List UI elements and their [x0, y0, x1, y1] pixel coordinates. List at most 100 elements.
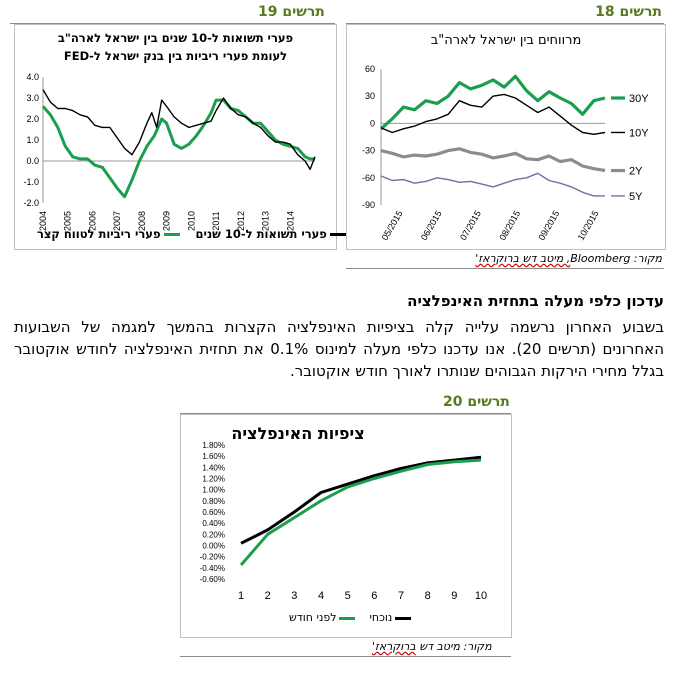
chart20-xtick: 7: [398, 590, 404, 602]
chart18-xtick: 07/2015: [458, 209, 483, 242]
source-bottom-underlined: ברוקראז': [372, 640, 416, 653]
chart19-title-line2: לעומת פערי ריביות בין בנק ישראל ל-FED: [63, 49, 288, 63]
chart19-series-short-rate-gap: [41, 98, 315, 199]
chart20-legend-green-label: לפני חודש: [289, 611, 337, 624]
chart19-ytick: -2.0: [23, 198, 39, 208]
chart19-xtick: 2005: [63, 211, 73, 231]
chart19-legend-black-swatch: [329, 233, 346, 236]
chart18-plot: 60 30 0 -30 -60 -90 05/2015 06/2015 07/2015 08/20…: [362, 64, 649, 242]
article-body: בשבוע האחרון נרשמה עלייה קלה בציפיות האי…: [14, 318, 664, 380]
chart18-panel: מרווחים בין ישראל לארה"ב 60 30 0 -30 -60 -90 0…: [346, 24, 666, 250]
chart20-ytick: 0.00%: [202, 542, 225, 551]
chart19-xtick: 2007: [112, 211, 122, 231]
chart20-number-label: תרשים 20: [443, 394, 510, 410]
chart20-legend-green-swatch: [339, 616, 356, 620]
chart18-xtick: 06/2015: [419, 209, 444, 242]
chart20-xtick: 5: [345, 590, 351, 602]
source-top-prefix: מקור:: [630, 252, 662, 265]
chart19-xtick: 2004: [38, 211, 48, 231]
chart18-series-10y-legend-label: 10Y: [629, 127, 649, 139]
chart18-ytick: 0: [370, 118, 375, 128]
chart20-series-month-ago: [239, 458, 482, 566]
article-heading: עדכון כלפי מעלה בתחזית האינפלציה: [407, 292, 664, 310]
chart19-legend-green-swatch: [163, 233, 180, 236]
chart20-xtick: 10: [475, 590, 487, 602]
chart18-ytick: 60: [365, 64, 375, 74]
chart20-panel: ציפיות האינפלציה 1.80% 1.60% 1.40% 1.20% 1.0…: [180, 414, 512, 638]
chart20-xtick: 1: [238, 590, 244, 602]
source-top-rest: , מיטב דש ברוקראז': [475, 252, 571, 265]
chart18-series-5y: [380, 172, 605, 197]
chart19-xtick: 2011: [211, 211, 221, 230]
chart20-legend: נוכחי לפני חודש: [289, 611, 412, 624]
chart18-series-30y-legend-label: 30Y: [629, 93, 649, 105]
chart19-title-line1: פערי תשואות ל-10 שנים בין ישראל לארה"ב: [57, 31, 294, 45]
chart18-xtick: 08/2015: [497, 209, 522, 242]
chart19-rule: [10, 23, 335, 24]
chart18-series-2y-legend-label: 2Y: [629, 166, 643, 178]
chart18-number-label: תרשים 18: [595, 4, 662, 20]
chart18-ytick: -90: [362, 200, 375, 210]
chart19-xtick: 2012: [236, 211, 246, 231]
chart20-xtick: 9: [451, 590, 457, 602]
chart20-xtick: 6: [371, 590, 377, 602]
chart19-panel: פערי תשואות ל-10 שנים בין ישראל לארה"ב ל…: [14, 24, 346, 250]
chart19-plot: 4.0 3.0 2.0 1.0 0.0 -1.0 -2.0 2004 2005 2006 2007 2…: [23, 72, 316, 231]
chart20-ytick: 0.20%: [202, 530, 225, 539]
chart20-title: ציפיות האינפלציה: [231, 424, 365, 443]
chart19-xtick: 2008: [137, 211, 147, 231]
chart18-series-10y: [380, 93, 606, 136]
chart19-xtick: 2010: [186, 211, 196, 231]
chart20-ytick: 1.80%: [202, 441, 225, 450]
source-bottom: מקור: מיטב דש ברוקראז': [372, 640, 492, 653]
chart19-xtick: 2009: [162, 211, 172, 231]
chart20-ytick: -0.20%: [200, 553, 225, 562]
chart20-legend-black-label: נוכחי: [369, 611, 393, 624]
chart19-ytick: 3.0: [26, 93, 39, 103]
source-top-bloomberg: Bloomberg: [570, 252, 631, 265]
chart20-ytick: 1.60%: [202, 452, 225, 461]
chart19-legend: פערי תשואות ל-10 שנים פערי ריביות לטווח …: [37, 227, 346, 241]
chart18-series-30y: [379, 74, 606, 130]
chart18-ytick: -30: [362, 146, 375, 156]
chart20-ytick: 1.00%: [202, 486, 225, 495]
source-top: מקור: Bloomberg, מיטב דש ברוקראז': [475, 252, 662, 265]
chart19-xtick: 2014: [285, 211, 295, 231]
chart20-ytick: 0.60%: [202, 508, 225, 517]
chart20-ytick: 1.40%: [202, 463, 225, 472]
chart20-ytick: -0.60%: [200, 575, 225, 584]
chart18-title: מרווחים בין ישראל לארה"ב: [430, 33, 582, 48]
chart20-plot: 1.80% 1.60% 1.40% 1.20% 1.00% 0.80% 0.60% 0.40%…: [200, 441, 487, 602]
chart18-ytick: -60: [362, 173, 375, 183]
chart19-ytick: -1.0: [23, 177, 39, 187]
chart18-series-2y: [380, 147, 606, 173]
chart20-xtick: 4: [318, 590, 324, 602]
chart19-ytick: 2.0: [26, 114, 39, 124]
chart19-series-10y-yield-gap: [42, 89, 316, 171]
chart18-xtick: 10/2015: [576, 209, 601, 242]
chart20-rule: [180, 413, 511, 414]
chart20-ytick: -0.40%: [200, 564, 225, 573]
chart19-legend-black-label: פערי תשואות ל-10 שנים: [195, 227, 327, 241]
chart18-xtick: 09/2015: [536, 209, 561, 242]
chart19-number-label: תרשים 19: [258, 4, 325, 20]
chart20-ytick: 0.80%: [202, 497, 225, 506]
chart18-xtick: 05/2015: [380, 209, 405, 242]
chart19-ytick: 0.0: [26, 156, 39, 166]
chart19-ytick: 1.0: [26, 135, 39, 145]
chart20-xtick: 2: [265, 590, 271, 602]
chart20-xtick: 8: [425, 590, 431, 602]
chart18-series-5y-legend-label: 5Y: [629, 191, 643, 203]
chart20-series-current: [240, 455, 482, 545]
chart19-ytick: 4.0: [26, 72, 39, 82]
chart19-xtick: 2006: [87, 211, 97, 231]
chart20-legend-black-swatch: [395, 616, 412, 620]
chart18-ytick: 30: [365, 91, 375, 101]
source-bottom-text: מקור: מיטב דש: [415, 640, 492, 653]
chart19-xtick: 2013: [261, 211, 271, 231]
chart20-ytick: 0.40%: [202, 519, 225, 528]
chart19-legend-green-label: פערי ריביות לטווח קצר: [37, 227, 161, 241]
source-top-rule: [346, 268, 664, 269]
chart18-rule: [346, 23, 664, 24]
chart20-xtick: 3: [291, 590, 297, 602]
